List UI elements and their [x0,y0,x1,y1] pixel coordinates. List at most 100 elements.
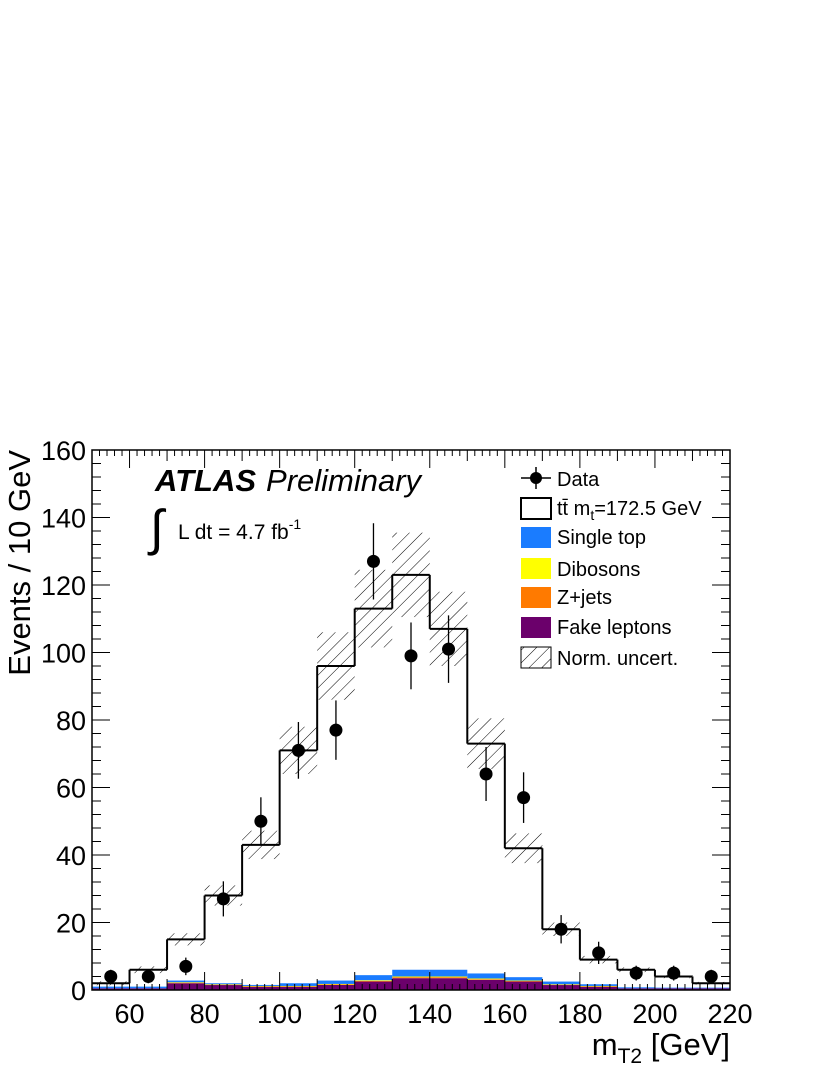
legend-entry-fake: Fake leptons [521,617,672,639]
x-tick-label-120: 120 [332,999,377,1029]
legend-ttbar-prefix: tt̄ m [557,498,590,520]
uncert-band-11 [504,833,543,864]
stack-layer [92,969,730,990]
legend-entry-zjets: Z+jets [521,587,612,609]
y-tick-label-20: 20 [56,909,86,939]
bar-fake-16 [692,988,730,990]
bar-zjets-4 [242,986,280,987]
data-point-8 [404,649,418,663]
legend-label-ttbar: tt̄ mt=172.5 GeV [557,498,702,523]
bar-single-top-15 [654,987,693,989]
bar-zjets-3 [204,984,243,986]
data-point-11 [517,791,531,805]
data-layer [104,523,718,984]
legend-entry-uncert: Norm. uncert. [520,646,678,670]
legend-ttbar-suffix: =172.5 GeV [594,498,702,520]
bar-zjets-8 [392,977,430,979]
bar-fake-9 [429,978,468,990]
lumi-sup: -1 [289,516,302,532]
bar-fake-5 [279,986,318,990]
bar-fake-15 [654,988,693,990]
x-axis-title-main: m [592,1027,618,1062]
bar-dibosons-4 [242,985,280,987]
bar-dibosons-10 [467,978,505,980]
legend-entry-dibosons: Dibosons [521,558,640,581]
data-point-6 [329,723,343,737]
legend-data-marker [530,472,542,484]
legend-swatch-dibosons [521,558,551,579]
bar-fake-1 [129,988,168,990]
data-point-9 [442,642,456,656]
data-point-4 [254,814,268,828]
x-axis-title: mT2 [GeV] [592,1027,730,1068]
data-point-3 [216,892,230,906]
x-tick-label-220: 220 [707,999,752,1029]
legend-label-dibosons: Dibosons [557,559,640,581]
bar-dibosons-11 [504,980,543,982]
bar-zjets-5 [279,986,318,987]
y-tick-label-100: 100 [41,639,86,669]
bar-single-top-6 [317,980,355,984]
bar-fake-11 [504,981,543,990]
y-tick-label-120: 120 [41,571,86,601]
y-tick-label-160: 160 [41,436,86,466]
bar-single-top-2 [167,980,205,983]
legend-label-single-top: Single top [557,527,646,549]
bar-fake-8 [392,978,430,990]
legend-entry-ttbar: tt̄ mt=172.5 GeV [520,497,702,523]
uncert-band-6 [317,632,355,700]
lumi-label: L dt = 4.7 fb-1 [178,516,301,544]
bar-fake-3 [204,984,243,990]
bar-single-top-13 [579,984,618,986]
uncert-layer [92,532,730,986]
bar-dibosons-6 [317,983,355,985]
y-tick-label-60: 60 [56,774,86,804]
bar-fake-4 [242,986,280,990]
x-axis-title-sub: T2 [618,1045,643,1068]
bar-single-top-7 [354,975,393,981]
x-tick-label-60: 60 [115,999,145,1029]
bar-single-top-8 [392,969,430,977]
x-tick-label-80: 80 [190,999,220,1029]
bar-single-top-3 [204,983,243,985]
data-point-12 [554,922,568,936]
y-tick-label-80: 80 [56,706,86,736]
integral-symbol: ∫ [147,500,167,556]
bar-single-top-4 [242,984,280,986]
bar-fake-12 [542,984,580,990]
bar-single-top-12 [542,981,580,985]
legend-entry-single-top: Single top [521,527,646,549]
bar-fake-2 [167,983,205,990]
atlas-label-sub: Preliminary [266,463,424,498]
x-tick-label-100: 100 [257,999,302,1029]
bar-dibosons-5 [279,985,318,987]
bar-zjets-9 [429,977,468,979]
bar-dibosons-13 [579,985,618,987]
data-point-0 [104,970,118,983]
bar-zjets-11 [504,980,543,982]
bar-fake-14 [617,988,655,990]
atlas-label: ATLAS Preliminary [154,463,424,498]
data-point-5 [291,743,305,757]
y-axis-title: Events / 10 GeV [2,450,37,676]
atlas-label-main: ATLAS [154,463,256,498]
data-point-10 [479,767,493,781]
legend-label-zjets: Z+jets [557,587,612,609]
bar-fake-0 [92,988,130,990]
legend: Data tt̄ mt=172.5 GeV Single top Diboson… [520,467,702,670]
data-point-14 [629,966,643,980]
bar-single-top-0 [92,986,130,989]
bar-single-top-11 [504,977,543,981]
legend-entry-data: Data [521,467,600,491]
data-point-13 [592,946,606,960]
bar-fake-6 [317,984,355,990]
bar-zjets-6 [317,984,355,985]
x-tick-label-160: 160 [482,999,527,1029]
bar-single-top-16 [692,987,730,989]
bar-single-top-14 [617,987,655,989]
y-tick-label-0: 0 [71,976,86,1006]
bar-zjets-2 [167,982,205,984]
bar-dibosons-3 [204,984,243,985]
